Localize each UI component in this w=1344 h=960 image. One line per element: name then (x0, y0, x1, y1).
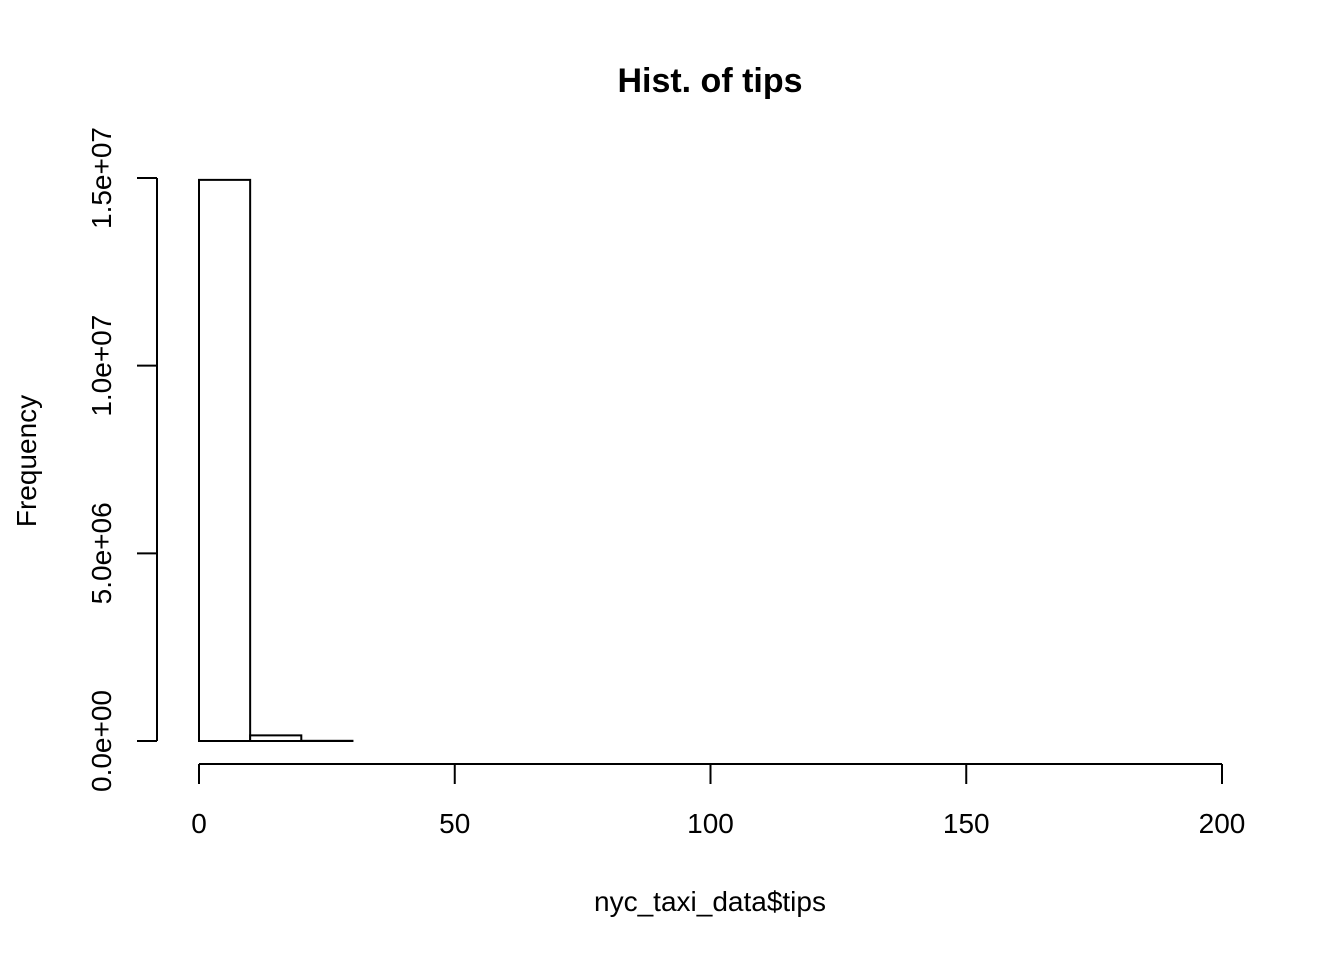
histogram-bar-1 (249, 734, 303, 742)
chart-title: Hist. of tips (617, 62, 802, 100)
x-tick-label: 0 (191, 808, 207, 839)
y-tick-label: 0.0e+00 (86, 690, 117, 792)
histogram-bar-0 (198, 178, 252, 743)
x-axis-label: nyc_taxi_data$tips (594, 886, 826, 917)
y-tick-label: 1.5e+07 (86, 127, 117, 229)
x-tick-label: 200 (1199, 808, 1246, 839)
x-tick-label: 50 (439, 808, 470, 839)
y-tick-label: 5.0e+06 (86, 502, 117, 604)
y-tick-label: 1.0e+07 (86, 315, 117, 417)
y-axis: 0.0e+00 5.0e+06 1.0e+07 1.5e+07 (86, 127, 158, 792)
histogram-bars (198, 178, 354, 743)
y-axis-label: Frequency (11, 395, 42, 527)
x-axis: 0 50 100 150 200 (191, 763, 1246, 839)
x-tick-label: 150 (943, 808, 990, 839)
x-tick-label: 100 (687, 808, 734, 839)
